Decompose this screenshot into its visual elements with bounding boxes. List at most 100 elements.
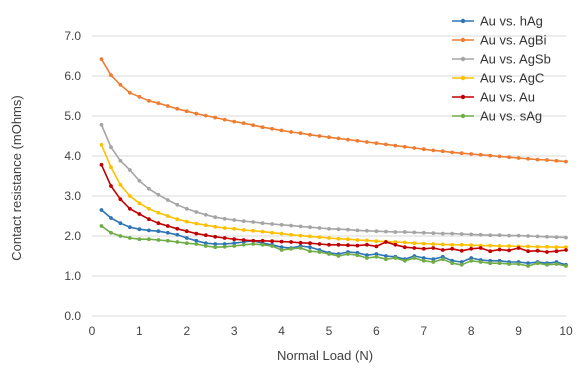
data-point bbox=[450, 246, 455, 251]
data-point bbox=[127, 194, 132, 198]
data-point bbox=[526, 249, 530, 254]
data-point bbox=[213, 215, 218, 220]
data-point bbox=[289, 130, 293, 134]
data-point bbox=[279, 222, 284, 227]
data-point bbox=[355, 138, 360, 143]
data-point bbox=[374, 239, 379, 244]
data-point bbox=[109, 145, 113, 150]
data-point bbox=[469, 258, 474, 263]
data-point bbox=[507, 244, 511, 248]
data-point bbox=[213, 234, 218, 239]
data-point bbox=[109, 184, 113, 188]
legend-label: Au vs. AgSb bbox=[480, 52, 551, 67]
data-point bbox=[222, 226, 227, 230]
y-tick-label: 6.0 bbox=[64, 69, 81, 83]
data-point bbox=[270, 230, 274, 235]
y-tick-label: 7.0 bbox=[64, 29, 81, 43]
data-point bbox=[384, 254, 388, 258]
data-point bbox=[393, 240, 398, 244]
data-point bbox=[232, 241, 237, 246]
data-point bbox=[402, 230, 407, 234]
data-point bbox=[118, 197, 123, 202]
series-group bbox=[99, 142, 568, 250]
data-point bbox=[374, 141, 379, 146]
data-point bbox=[127, 168, 132, 172]
data-point bbox=[355, 253, 360, 258]
legend-label: Au vs. sAg bbox=[480, 109, 542, 124]
data-point bbox=[516, 156, 521, 160]
data-point bbox=[99, 208, 104, 212]
data-point bbox=[118, 221, 123, 226]
data-point bbox=[213, 115, 218, 120]
data-point bbox=[317, 226, 322, 230]
data-point bbox=[251, 228, 256, 233]
data-point bbox=[450, 150, 455, 155]
data-point bbox=[147, 237, 151, 242]
data-point bbox=[469, 246, 474, 251]
data-point bbox=[184, 219, 189, 224]
data-point bbox=[336, 236, 341, 241]
data-point bbox=[469, 243, 474, 248]
data-point bbox=[109, 230, 113, 235]
legend-item: Au vs. AgBi bbox=[452, 33, 547, 48]
data-point bbox=[554, 235, 559, 240]
data-point bbox=[478, 152, 483, 157]
series-lines bbox=[99, 57, 568, 268]
data-point bbox=[346, 252, 350, 256]
data-point bbox=[535, 244, 540, 249]
data-point bbox=[289, 240, 293, 244]
data-point bbox=[374, 244, 379, 249]
data-point bbox=[308, 234, 312, 239]
y-tick-label: 1.0 bbox=[64, 269, 81, 283]
data-point bbox=[184, 236, 189, 240]
x-tick-label: 1 bbox=[136, 324, 143, 338]
x-axis-title: Normal Load (N) bbox=[277, 348, 373, 363]
data-point bbox=[270, 239, 274, 244]
data-point bbox=[507, 155, 511, 160]
data-point bbox=[156, 229, 161, 234]
legend-marker bbox=[460, 18, 466, 24]
data-point bbox=[213, 224, 218, 229]
data-point bbox=[526, 234, 530, 238]
data-point bbox=[222, 216, 227, 221]
data-point bbox=[109, 73, 113, 78]
data-point bbox=[241, 228, 246, 232]
y-tick-label: 0.0 bbox=[64, 309, 81, 323]
data-point bbox=[459, 260, 464, 264]
data-point bbox=[156, 101, 161, 106]
data-point bbox=[270, 222, 274, 226]
data-point bbox=[421, 230, 426, 235]
data-point bbox=[194, 242, 199, 246]
data-point bbox=[298, 246, 303, 250]
data-point bbox=[147, 228, 151, 233]
data-point bbox=[421, 256, 426, 260]
data-point bbox=[336, 254, 341, 258]
data-point bbox=[355, 238, 360, 242]
data-point bbox=[431, 231, 436, 236]
data-point bbox=[421, 147, 426, 152]
data-point bbox=[184, 229, 189, 234]
data-point bbox=[554, 249, 559, 254]
data-point bbox=[327, 226, 331, 231]
data-point bbox=[535, 248, 540, 253]
legend-item: Au vs. AgC bbox=[452, 71, 544, 86]
data-point bbox=[165, 224, 170, 228]
data-point bbox=[165, 214, 170, 218]
data-point bbox=[232, 244, 237, 248]
data-point bbox=[251, 238, 256, 243]
series-group bbox=[99, 162, 568, 254]
data-point bbox=[393, 230, 398, 234]
x-tick-label: 0 bbox=[89, 324, 96, 338]
data-point bbox=[194, 231, 199, 236]
data-point bbox=[545, 250, 549, 254]
data-point bbox=[478, 246, 483, 250]
y-tick-label: 2.0 bbox=[64, 229, 81, 243]
data-point bbox=[156, 238, 161, 242]
data-point bbox=[507, 262, 511, 266]
data-point bbox=[118, 158, 123, 163]
data-point bbox=[175, 240, 180, 244]
data-point bbox=[289, 223, 293, 228]
legend-marker bbox=[460, 75, 466, 81]
data-point bbox=[497, 244, 502, 248]
data-point bbox=[241, 242, 246, 247]
